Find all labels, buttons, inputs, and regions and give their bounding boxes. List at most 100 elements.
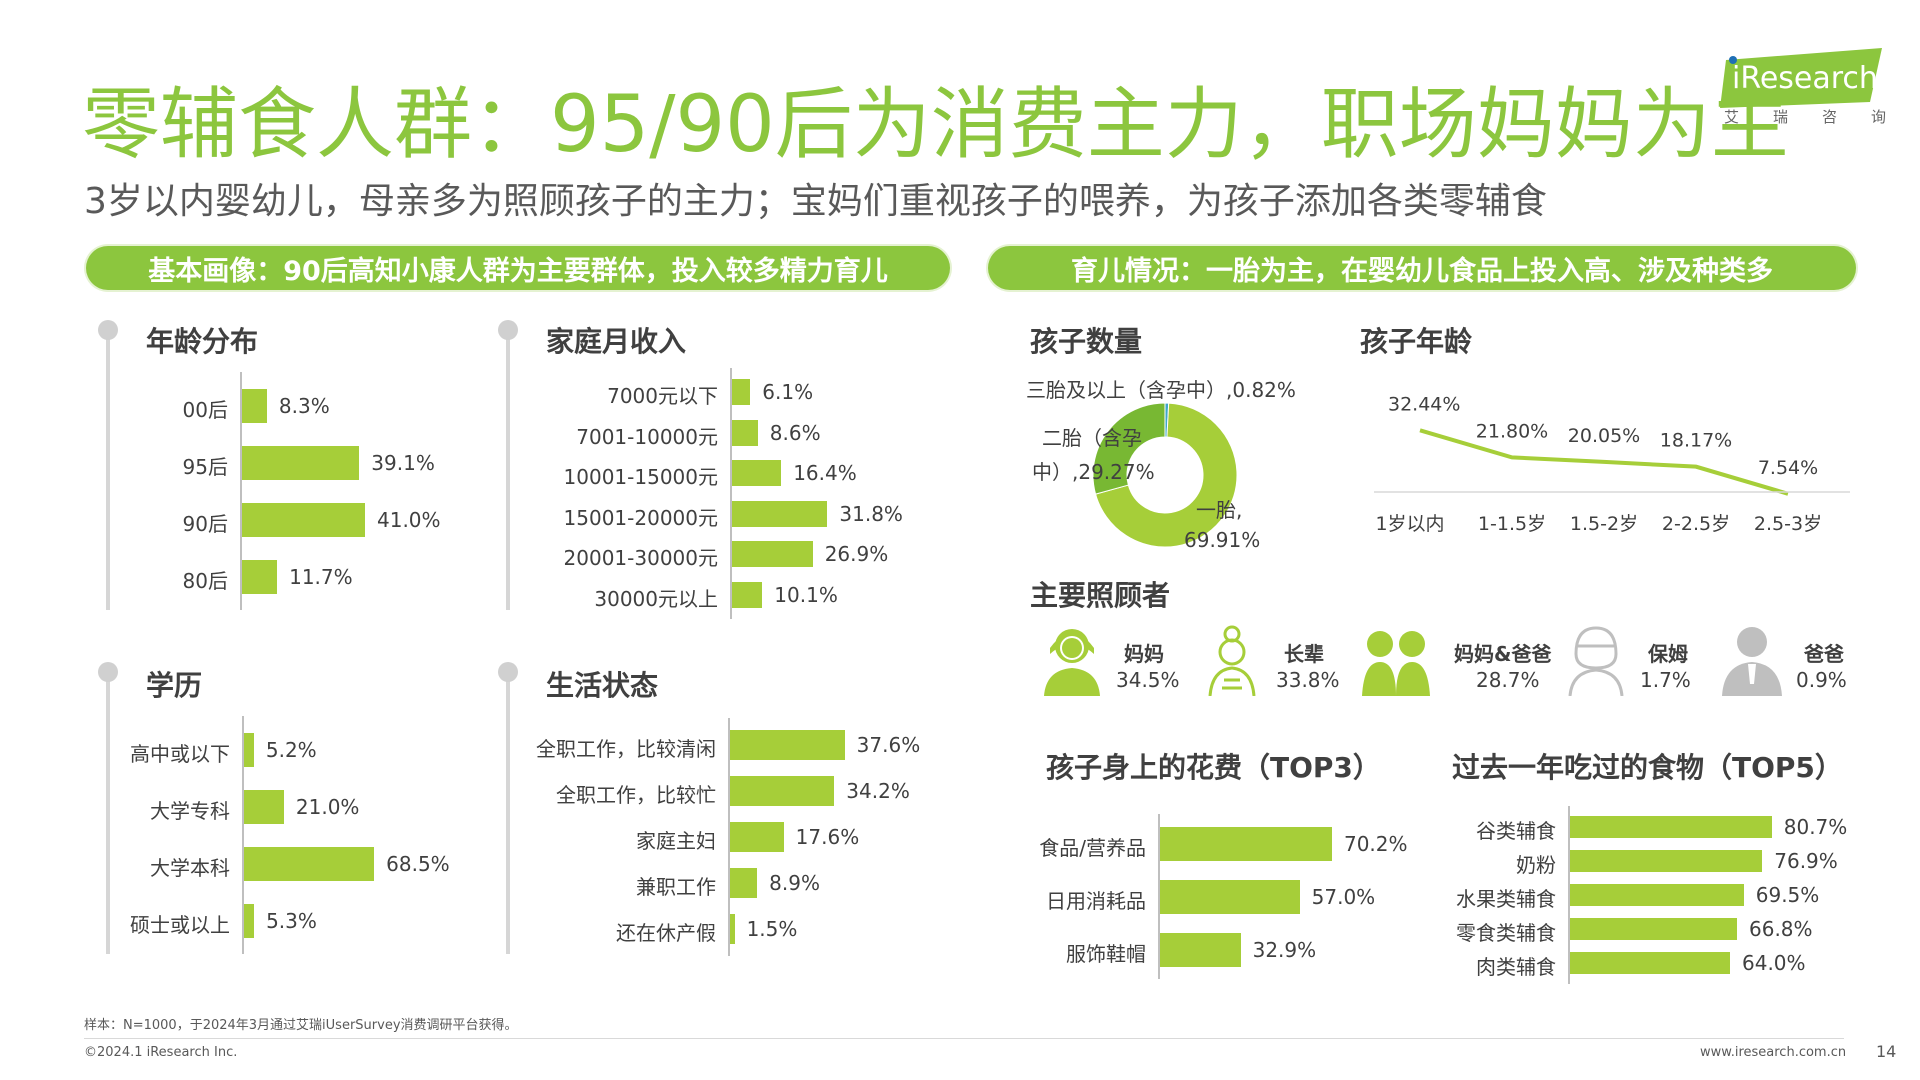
footnote: 样本：N=1000，于2024年3月通过艾瑞iUserSurvey消费调研平台获… [84, 1018, 518, 1033]
kidage-category-label: 2.5-3岁 [1754, 513, 1822, 535]
kids-slice-value-first: 69.91% [1184, 528, 1261, 552]
edu-value-label: 21.0% [295, 794, 360, 819]
nanny-icon [1564, 624, 1628, 700]
income-bar [732, 460, 782, 487]
spend-bar [1160, 826, 1332, 861]
age-chart-title: 年龄分布 [146, 325, 259, 358]
food-category-label: 水果类辅食 [1456, 887, 1556, 911]
page-number: 14 [1876, 1042, 1897, 1061]
caregivers-row: 妈妈 34.5% 长辈 33.8% 妈妈&爸爸 28.7% 保姆 1.7% 爸爸 0.9% [1040, 624, 1860, 704]
caregiver-value: 33.8% [1276, 668, 1340, 692]
caregiver-name: 妈妈 [1124, 642, 1164, 666]
edu-bar [244, 903, 255, 938]
age-chart: 00后 8.3% 95后 39.1% 90后 41.0% 80后 11.7% [120, 372, 480, 610]
life-chart: 全职工作，比较清闲 37.6% 全职工作，比较忙 34.2% 家庭主妇 17.6% 兼职工作… [520, 718, 940, 956]
caregiver-value: 0.9% [1796, 668, 1847, 692]
food-category-label: 奶粉 [1516, 853, 1556, 877]
age-value-label: 11.7% [289, 564, 353, 589]
income-category-label: 20001-30000元 [563, 546, 718, 571]
income-axis [730, 368, 732, 619]
income-category-label: 7000元以下 [607, 384, 718, 409]
food-bar [1570, 918, 1737, 940]
kidage-category-label: 1.5-2岁 [1570, 513, 1638, 535]
spend-bar [1160, 879, 1300, 914]
food-bar [1570, 952, 1730, 974]
age-category-label: 95后 [182, 454, 228, 479]
kidage-category-label: 1-1.5岁 [1478, 513, 1546, 535]
income-category-label: 7001-10000元 [576, 424, 718, 449]
caregiver-value: 28.7% [1476, 668, 1540, 692]
spend-chart-title: 孩子身上的花费（TOP3） [1046, 751, 1381, 784]
life-bar [730, 822, 784, 852]
income-category-label: 30000元以上 [594, 586, 718, 611]
kids-chart-title: 孩子数量 [1030, 325, 1143, 358]
income-dot [498, 320, 518, 340]
website: www.iresearch.com.cn [1700, 1045, 1847, 1060]
logo-brand: iResearch [1732, 61, 1878, 96]
income-category-label: 15001-20000元 [563, 505, 718, 530]
edu-bar [244, 846, 375, 881]
food-axis [1568, 806, 1570, 984]
age-bar [242, 388, 267, 423]
life-value-label: 34.2% [846, 779, 910, 803]
iresearch-logo: iResearch [1720, 48, 1885, 108]
income-value-label: 10.1% [774, 582, 838, 607]
food-bar [1570, 816, 1772, 838]
caregiver-name: 爸爸 [1804, 642, 1844, 666]
food-bar [1570, 850, 1763, 872]
kids-donut-slice [1094, 402, 1238, 548]
life-category-label: 全职工作，比较清闲 [536, 737, 716, 761]
age-value-label: 8.3% [278, 393, 330, 418]
elder-icon [1200, 624, 1264, 700]
spend-category-label: 食品/营养品 [1039, 835, 1146, 860]
edu-timeline [106, 672, 110, 954]
caregivers-title: 主要照顾者 [1030, 579, 1171, 612]
mother-icon [1040, 624, 1104, 700]
life-value-label: 17.6% [795, 825, 860, 849]
income-category-label: 10001-15000元 [563, 465, 718, 490]
age-category-label: 90后 [182, 511, 228, 536]
footer-divider [84, 1038, 1844, 1039]
copyright: ©2024.1 iResearch Inc. [84, 1045, 238, 1060]
income-bar [732, 379, 751, 406]
food-value-label: 66.8% [1749, 917, 1813, 941]
income-value-label: 16.4% [793, 461, 857, 486]
caregiver-value: 1.7% [1640, 668, 1691, 692]
right-banner: 育儿情况：一胎为主，在婴幼儿食品上投入高、涉及种类多 [988, 246, 1856, 290]
food-category-label: 谷类辅食 [1476, 819, 1556, 843]
life-bar [730, 730, 845, 760]
life-bar [730, 914, 735, 944]
life-bar [730, 868, 758, 898]
spend-value-label: 32.9% [1252, 937, 1317, 962]
food-bar [1570, 884, 1744, 906]
edu-category-label: 硕士或以上 [130, 912, 230, 937]
edu-value-label: 68.5% [386, 851, 450, 876]
edu-bar [244, 789, 284, 824]
food-chart-title: 过去一年吃过的食物（TOP5） [1452, 751, 1843, 784]
spend-value-label: 70.2% [1343, 831, 1408, 856]
income-value-label: 6.1% [762, 380, 814, 405]
income-chart-title: 家庭月收入 [546, 325, 687, 358]
left-banner: 基本画像：90后高知小康人群为主要群体，投入较多精力育儿 [86, 246, 950, 290]
kids-slice-label-second-b: 中）,29.27% [1032, 460, 1155, 484]
spend-chart: 食品/营养品 70.2% 日用消耗品 57.0% 服饰鞋帽 32.9% [1020, 814, 1440, 979]
income-timeline [506, 330, 510, 610]
food-value-label: 69.5% [1755, 883, 1820, 907]
income-bar [732, 581, 763, 608]
food-category-label: 零食类辅食 [1456, 921, 1556, 945]
age-value-label: 41.0% [377, 507, 441, 532]
life-bar [730, 776, 835, 806]
income-value-label: 26.9% [824, 542, 889, 567]
age-value-label: 39.1% [371, 450, 435, 475]
edu-value-label: 5.3% [266, 908, 317, 933]
age-timeline [106, 330, 110, 610]
age-bar [242, 502, 365, 537]
food-chart: 谷类辅食 80.7% 奶粉 76.9% 水果类辅食 69.5% 零食类辅食 66.8% 肉类辅食… [1420, 806, 1860, 984]
age-axis [240, 372, 242, 610]
life-value-label: 37.6% [856, 733, 921, 757]
edu-chart-title: 学历 [146, 669, 203, 702]
life-value-label: 1.5% [746, 917, 798, 941]
income-value-label: 8.6% [769, 420, 821, 445]
kids-slice-label-first: 一胎, [1196, 498, 1243, 522]
food-category-label: 肉类辅食 [1476, 955, 1556, 979]
